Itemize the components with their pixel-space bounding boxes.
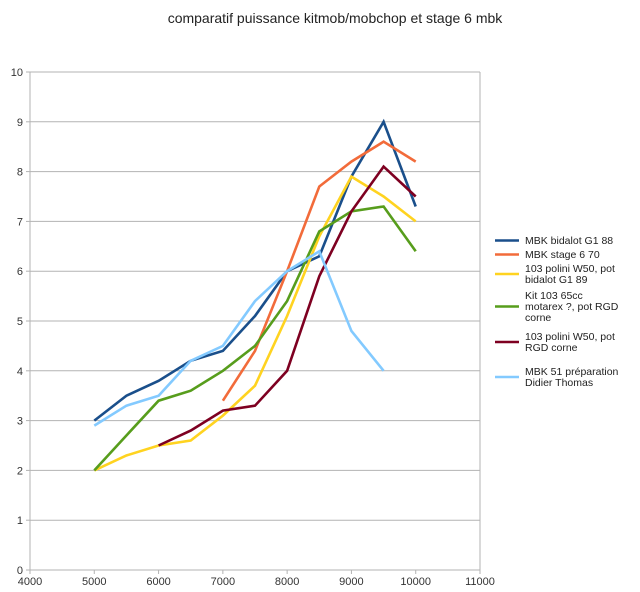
x-tick-label: 10000 bbox=[400, 576, 431, 588]
x-tick-label: 6000 bbox=[146, 576, 170, 588]
legend-label: Didier Thomas bbox=[525, 377, 593, 389]
series-line-5 bbox=[158, 164, 417, 447]
series-line-3 bbox=[93, 174, 417, 472]
series-line-6 bbox=[93, 249, 385, 427]
x-tick-label: 8000 bbox=[275, 576, 299, 588]
y-tick-label: 10 bbox=[11, 67, 23, 79]
series-line-1 bbox=[93, 118, 417, 422]
y-tick-label: 2 bbox=[17, 465, 23, 477]
legend-label: bidalot G1 89 bbox=[525, 274, 588, 286]
legend-label: 103 polini W50, pot bbox=[525, 263, 615, 275]
legend-label: MBK bidalot G1 88 bbox=[525, 235, 613, 247]
y-tick-label: 5 bbox=[17, 316, 23, 328]
y-tick-label: 7 bbox=[17, 216, 23, 228]
chart-title: comparatif puissance kitmob/mobchop et s… bbox=[168, 10, 504, 26]
x-tick-label: 7000 bbox=[211, 576, 235, 588]
grid bbox=[30, 71, 480, 571]
y-axis-ticks: 0 1 2 3 4 5 6 7 8 9 10 bbox=[11, 67, 30, 577]
y-tick-label: 4 bbox=[17, 366, 23, 378]
y-tick-label: 8 bbox=[17, 167, 23, 179]
legend-label: corne bbox=[525, 312, 551, 324]
y-tick-label: 3 bbox=[17, 416, 23, 428]
y-tick-label: 0 bbox=[17, 565, 23, 577]
x-axis-ticks: 4000 5000 6000 7000 8000 9000 10000 11000 bbox=[18, 570, 495, 588]
legend-label: 103 polini W50, pot bbox=[525, 331, 615, 343]
legend-label: MBK 51 préparation bbox=[525, 366, 619, 378]
legend: MBK bidalot G1 88 MBK stage 6 70 103 polin… bbox=[495, 235, 619, 389]
legend-label: motarex ?, pot RGD bbox=[525, 301, 619, 313]
y-tick-label: 9 bbox=[17, 117, 23, 129]
series-line-2 bbox=[221, 140, 417, 402]
x-tick-label: 11000 bbox=[465, 576, 495, 588]
x-tick-label: 5000 bbox=[82, 576, 106, 588]
x-tick-label: 9000 bbox=[339, 576, 363, 588]
legend-label: MBK stage 6 70 bbox=[525, 249, 600, 261]
legend-label: Kit 103 65cc bbox=[525, 290, 583, 302]
series-line-4 bbox=[93, 205, 417, 472]
legend-label: RGD corne bbox=[525, 342, 578, 354]
x-tick-label: 4000 bbox=[18, 576, 42, 588]
y-tick-label: 1 bbox=[17, 515, 23, 527]
series-group bbox=[93, 118, 417, 472]
y-tick-label: 6 bbox=[17, 266, 23, 278]
